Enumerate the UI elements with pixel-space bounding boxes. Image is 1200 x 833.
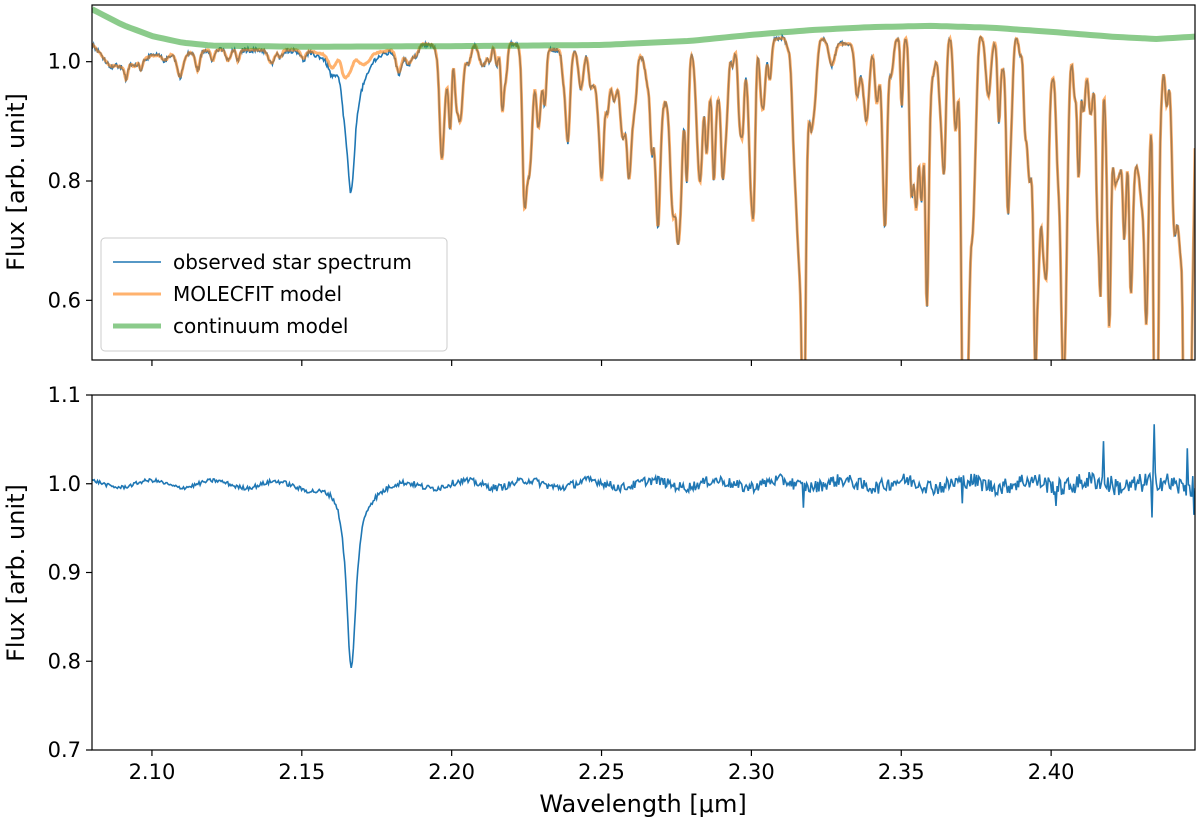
top-panel: 0.6 0.8 1.0 observed star spectrum MOLECFIT … <box>48 4 1196 366</box>
bottom-y-tick-label: 1.1 <box>48 383 81 407</box>
bottom-x-tick-label: 2.35 <box>878 760 925 784</box>
legend-label: continuum model <box>173 314 348 338</box>
bottom-x-tick-label: 2.15 <box>278 760 325 784</box>
bottom-x-tick-label: 2.25 <box>578 760 625 784</box>
bottom-y-axis-label: Flux [arb. unit] <box>2 484 30 662</box>
continuum-model-line <box>92 6 1195 50</box>
top-plot-frame <box>91 4 1196 361</box>
molecfit-model-line <box>92 34 1195 360</box>
bottom-x-tick-label: 2.40 <box>1028 760 1075 784</box>
legend-box <box>100 237 448 352</box>
bottom-y-tick-label: 0.8 <box>48 649 81 673</box>
legend: observed star spectrum MOLECFIT model cont… <box>100 237 448 352</box>
top-y-tick-label: 1.0 <box>48 50 81 74</box>
legend-label: MOLECFIT model <box>173 282 342 306</box>
top-series-group <box>92 6 1195 360</box>
bottom-y-tick-label: 0.7 <box>48 738 81 762</box>
top-y-tick-label: 0.8 <box>48 169 81 193</box>
bottom-y-tick-label: 1.0 <box>48 472 81 496</box>
top-y-tick-label: 0.6 <box>48 288 81 312</box>
bottom-panel: 0.7 0.8 0.9 1.0 1.1 2.10 2.15 2.20 2.25 2.30 2.35 2… <box>48 383 1196 784</box>
bottom-x-tick-label: 2.20 <box>428 760 475 784</box>
top-y-axis-label: Flux [arb. unit] <box>2 93 30 271</box>
bottom-x-tick-label: 2.10 <box>129 760 176 784</box>
legend-label: observed star spectrum <box>173 250 412 274</box>
residual-spectrum-line <box>92 424 1195 669</box>
bottom-series-group <box>92 424 1195 669</box>
bottom-plot-frame <box>91 394 1196 751</box>
bottom-x-tick-label: 2.30 <box>728 760 775 784</box>
x-axis-label: Wavelength [μm] <box>539 790 746 818</box>
bottom-y-tick-label: 0.9 <box>48 561 81 585</box>
